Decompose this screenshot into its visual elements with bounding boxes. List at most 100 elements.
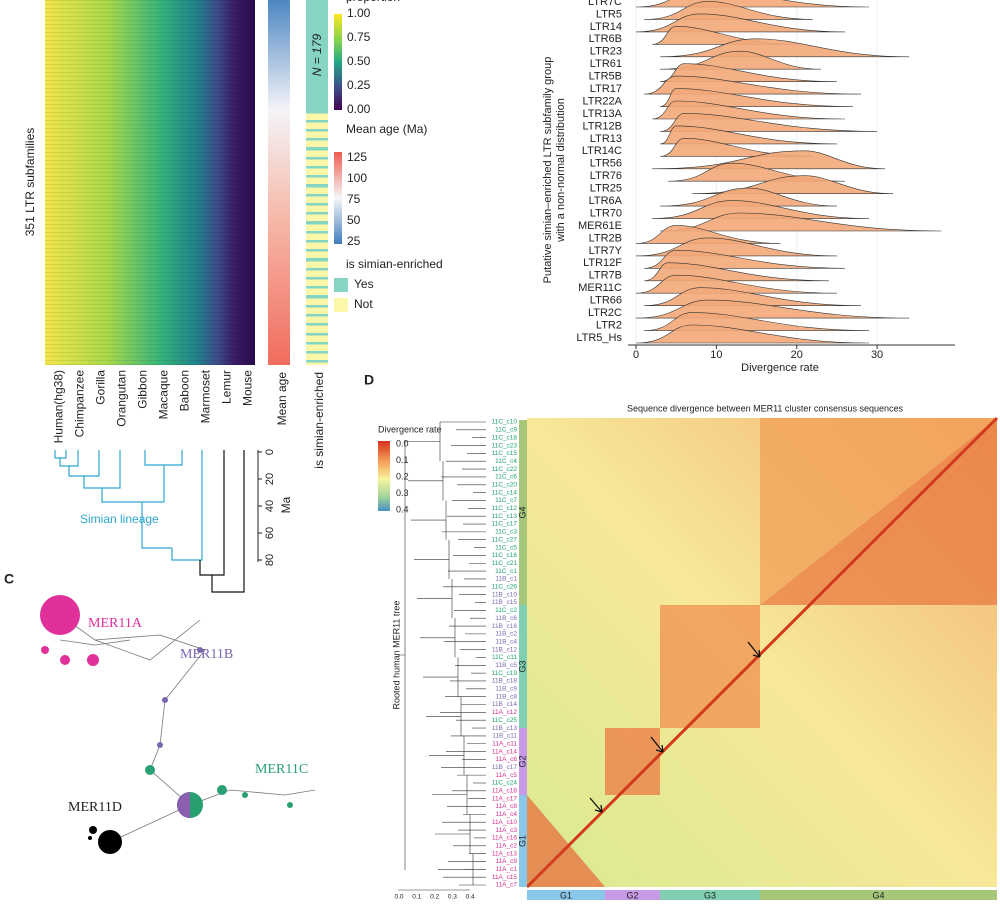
- simian-stripes: [306, 112, 328, 363]
- stripe: [306, 315, 328, 317]
- stripe: [306, 249, 328, 251]
- leaf-label: 11C_c20: [491, 481, 517, 488]
- tree-tick-label: 0.4: [466, 894, 475, 900]
- panel-label: D: [364, 372, 374, 388]
- ridge: [660, 113, 878, 132]
- stripe: [306, 260, 328, 262]
- y-tick-label: LTR5B: [589, 71, 622, 83]
- tree-axis-label: Ma: [279, 496, 293, 513]
- leaf-label: 11B_c4: [495, 638, 517, 645]
- diagonal: [525, 416, 999, 889]
- column-label: Orangutan: [115, 370, 129, 427]
- y-tick-label: LTR12B: [582, 120, 622, 132]
- ridge: [636, 225, 781, 244]
- stripe: [306, 129, 328, 131]
- ridge: [636, 274, 837, 294]
- group-bar: [519, 795, 527, 887]
- column-label: Gorilla: [94, 370, 108, 405]
- legend-label: 0.75: [347, 30, 371, 44]
- legend-label: 100: [347, 171, 367, 185]
- legend-colorbar: [334, 152, 342, 244]
- stripe: [306, 259, 328, 261]
- column-labels: Human(hg38) Chimpanzee Gorilla Orangutan Gib…: [52, 369, 255, 443]
- legend-label: 50: [347, 213, 361, 227]
- leaf-label: 11C_c21: [491, 560, 517, 567]
- legend-label: Not: [354, 297, 373, 311]
- ridge: [652, 150, 886, 170]
- y-tick-label: LTR70: [590, 207, 622, 219]
- leaf-label: 11B_c5: [495, 662, 517, 669]
- tree-branch: [405, 422, 441, 462]
- stripe: [306, 194, 328, 196]
- leaf-label: 11C_c9: [495, 427, 517, 434]
- leaf-label: 11A_c4: [495, 811, 517, 818]
- leaf-label: 11C_c16: [491, 552, 517, 559]
- column-label: Marmoset: [199, 369, 213, 423]
- stripe: [306, 250, 328, 252]
- leaf-label: 11C_c6: [495, 474, 517, 481]
- simian-bar-yes: [306, 0, 328, 112]
- y-label: 351 LTR subfamilies: [23, 128, 37, 237]
- panel-title: Sequence divergence between MER11 cluste…: [627, 403, 904, 413]
- stripe: [306, 195, 328, 197]
- tree-branch: [414, 539, 450, 579]
- y-tick-label: LTR25: [590, 183, 622, 195]
- leaf-label: 11C_c2: [495, 607, 517, 614]
- legend-title: Divergence rate: [378, 424, 442, 434]
- leaf-label: 11C_c19: [491, 670, 517, 677]
- y-label: with a non-normal distribution: [555, 98, 567, 243]
- legend-label: 125: [347, 150, 367, 164]
- stripe: [306, 148, 328, 150]
- x-label: Divergence rate: [741, 362, 819, 374]
- group-label: MER11B: [180, 647, 233, 662]
- ridge: [660, 38, 910, 58]
- stripe: [306, 139, 328, 141]
- stripe: [306, 305, 328, 307]
- column-label: Chimpanzee: [73, 370, 87, 438]
- heatmap-texture: [45, 0, 255, 365]
- legend-label: 0.00: [347, 102, 371, 116]
- leaf-label: 11B_c16: [492, 623, 518, 630]
- tree-branch: [435, 814, 471, 854]
- y-tick-label: LTR66: [590, 295, 622, 307]
- legend-labels: 0.0 0.1 0.2 0.3 0.4: [396, 438, 409, 514]
- tick-label: 60: [264, 527, 276, 539]
- leaf-label: 11A_c2: [495, 842, 517, 849]
- group-label: G2: [517, 755, 527, 767]
- stripe: [306, 112, 328, 114]
- leaf-label: 11B_c12: [492, 646, 518, 653]
- group-label: G4: [872, 890, 884, 900]
- leaf-label: 11A_c15: [492, 874, 518, 881]
- legend-label: 0.25: [347, 78, 371, 92]
- stripe: [306, 203, 328, 205]
- ridge: [652, 200, 870, 219]
- leaf-label: 11C_c22: [491, 466, 517, 473]
- legend-label: 0.4: [396, 504, 409, 514]
- legend-colorbar: [378, 441, 390, 511]
- leaf-label: 11B_c17: [492, 764, 518, 771]
- legend-colorbar: [334, 14, 342, 110]
- tick-label: 0: [264, 449, 276, 455]
- y-tick-label: LTR17: [590, 83, 622, 95]
- y-tick-label: LTR7C: [588, 0, 622, 8]
- stripe: [306, 138, 328, 140]
- column-label: Human(hg38): [52, 370, 66, 443]
- stripe: [306, 167, 328, 169]
- group-bar: [660, 890, 760, 900]
- stripe: [306, 360, 328, 362]
- x-tick-label: 20: [791, 349, 803, 361]
- simian-label: is simian-enriched: [312, 372, 326, 469]
- leaf-label: 11C_c15: [491, 450, 517, 457]
- legend-title: is simian-enriched: [346, 257, 443, 271]
- leaf-label: 11B_c18: [492, 678, 518, 685]
- stripe: [306, 361, 328, 363]
- leaf-label: 11A_c3: [495, 827, 517, 834]
- column-label: Lemur: [220, 370, 234, 404]
- leaf-label: 11B_c13: [492, 725, 518, 732]
- stripe: [306, 286, 328, 288]
- x-tick-label: 10: [710, 349, 722, 361]
- ridge: [660, 88, 853, 107]
- stripe: [306, 166, 328, 168]
- mean-age-bar: [268, 0, 290, 365]
- stripe: [306, 222, 328, 224]
